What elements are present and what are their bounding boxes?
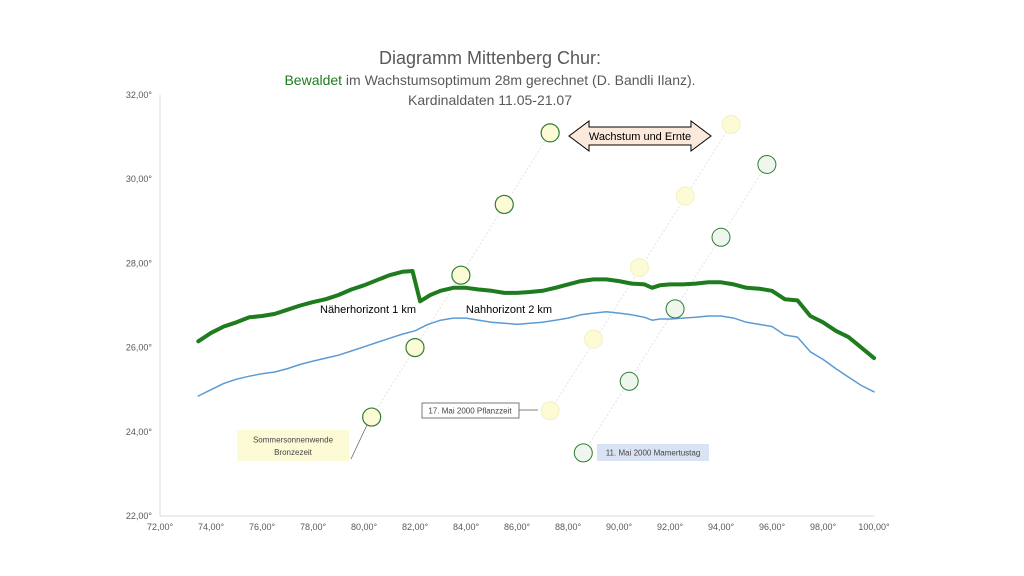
pflanzzeit-label: 17. Mai 2000 Pflanzzeit — [428, 407, 512, 416]
x-tick-label: 100,00° — [858, 522, 890, 532]
wachstum-arrow: Wachstum und Ernte — [568, 120, 712, 152]
mamertus-label: 11. Mai 2000 Mamertustag — [606, 449, 701, 458]
y-tick-label: 24,00° — [126, 427, 153, 437]
title-line3: Kardinaldaten 11.05-21.07 — [408, 92, 572, 108]
y-tick-label: 30,00° — [126, 174, 153, 184]
sun-point — [721, 114, 741, 134]
x-tick-label: 94,00° — [708, 522, 735, 532]
y-tick-label: 26,00° — [126, 343, 153, 353]
sun-point — [619, 371, 639, 391]
x-tick-label: 80,00° — [351, 522, 378, 532]
sommer-callout: Sommersonnenwende Bronzezeit — [237, 424, 368, 461]
sun-point — [584, 329, 603, 349]
sommer-leader — [350, 424, 368, 460]
title-line2-rest: im Wachstumsoptimum 28m gerechnet (D. Ba… — [342, 72, 696, 88]
x-tick-label: 82,00° — [402, 522, 429, 532]
y-tick-label: 22,00° — [126, 511, 153, 521]
sun-point — [675, 186, 695, 206]
series-line — [196, 269, 876, 361]
x-tick-label: 78,00° — [300, 522, 327, 532]
sommer-box — [237, 430, 349, 461]
sommer-label-line1: Sommersonnenwende — [253, 436, 334, 445]
y-tick-labels: 22,00° 24,00° 26,00° 28,00° 30,00° 32,00° — [126, 90, 153, 521]
title-line1: Diagramm Mittenberg Chur: — [378, 48, 602, 68]
x-tick-label: 98,00° — [810, 522, 837, 532]
series-lines — [196, 269, 876, 397]
series-line — [197, 311, 875, 397]
x-tick-label: 74,00° — [198, 522, 225, 532]
x-tick-labels: 72,00° 74,00° 76,00° 78,00° 80,00° 82,00° 84,0… — [147, 522, 890, 532]
nahhorizont-label: Nahhorizont 2 km — [466, 304, 552, 316]
sun-point — [540, 123, 560, 143]
sun-point — [494, 194, 514, 215]
axes — [159, 95, 874, 517]
x-tick-label: 88,00° — [555, 522, 582, 532]
x-tick-label: 72,00° — [147, 522, 174, 532]
mamertus-box — [597, 444, 709, 461]
sun-point — [573, 443, 593, 463]
y-tick-label: 28,00° — [126, 258, 153, 268]
x-tick-label: 86,00° — [504, 522, 531, 532]
title-bewaldet: Bewaldet — [284, 72, 343, 88]
pflanzzeit-box — [421, 402, 520, 419]
double-arrow-shape — [568, 120, 712, 152]
x-tick-label: 90,00° — [606, 522, 633, 532]
sun-points — [362, 114, 777, 463]
naeherhorizont-label: Näherhorizont 1 km — [320, 304, 416, 316]
title-line2: Bewaldet im Wachstumsoptimum 28m gerechn… — [0, 70, 980, 90]
sun-point — [757, 154, 777, 174]
sun-path-line — [582, 164, 768, 454]
sun-point — [711, 227, 731, 247]
wachstum-label: Wachstum und Ernte — [589, 131, 691, 143]
chart-title: Diagramm Mittenberg Chur: Bewaldet im Wa… — [0, 46, 980, 110]
sun-point — [629, 258, 649, 278]
sun-point — [451, 265, 471, 285]
sun-point — [405, 338, 425, 358]
sun-point — [362, 407, 382, 427]
sun-point — [540, 401, 560, 421]
x-tick-label: 96,00° — [759, 522, 786, 532]
sommer-label-line2: Bronzezeit — [274, 448, 313, 457]
pflanzzeit-callout: 17. Mai 2000 Pflanzzeit — [421, 402, 538, 419]
sun-point — [665, 299, 685, 319]
mamertus-callout: 11. Mai 2000 Mamertustag — [597, 444, 709, 461]
x-tick-label: 92,00° — [657, 522, 684, 532]
y-tick-label: 32,00° — [126, 90, 153, 100]
x-tick-label: 76,00° — [249, 522, 276, 532]
x-tick-label: 84,00° — [453, 522, 480, 532]
